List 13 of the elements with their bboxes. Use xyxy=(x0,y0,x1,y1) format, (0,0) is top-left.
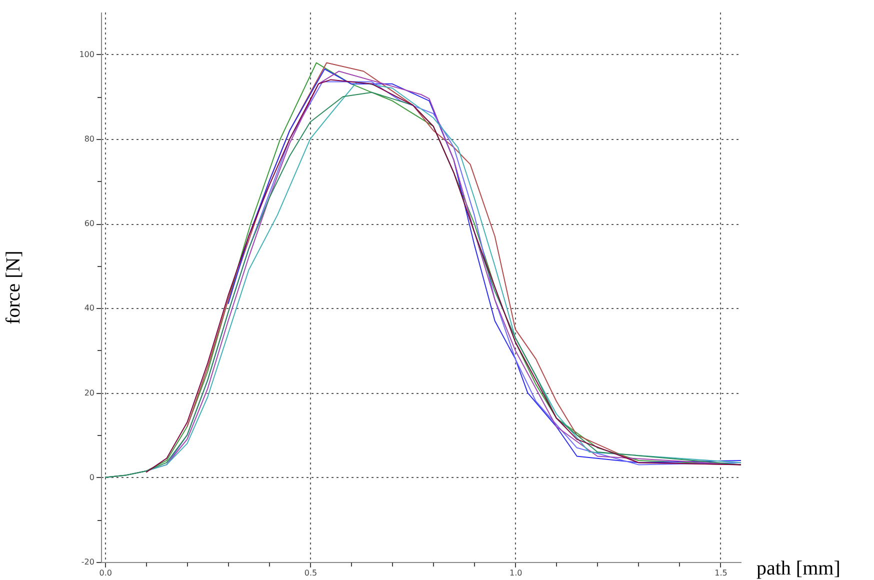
x-tick-label: 1.5 xyxy=(714,568,728,578)
x-tick-label: 0.5 xyxy=(304,568,318,578)
x-axis-title: path [mm] xyxy=(756,558,840,580)
y-tick-label: 100 xyxy=(79,50,94,59)
y-tick-label: 60 xyxy=(84,219,94,228)
y-axis-title: force [N] xyxy=(2,250,24,324)
x-tick-label: 0.0 xyxy=(99,568,112,578)
y-tick-label: 0 xyxy=(89,472,94,482)
y-tick-label: 80 xyxy=(84,134,94,144)
y-tick-label: 40 xyxy=(84,304,94,313)
x-tick-label: 1.0 xyxy=(509,568,522,578)
y-tick-label: 20 xyxy=(84,388,94,398)
y-tick-label: -20 xyxy=(81,558,94,566)
